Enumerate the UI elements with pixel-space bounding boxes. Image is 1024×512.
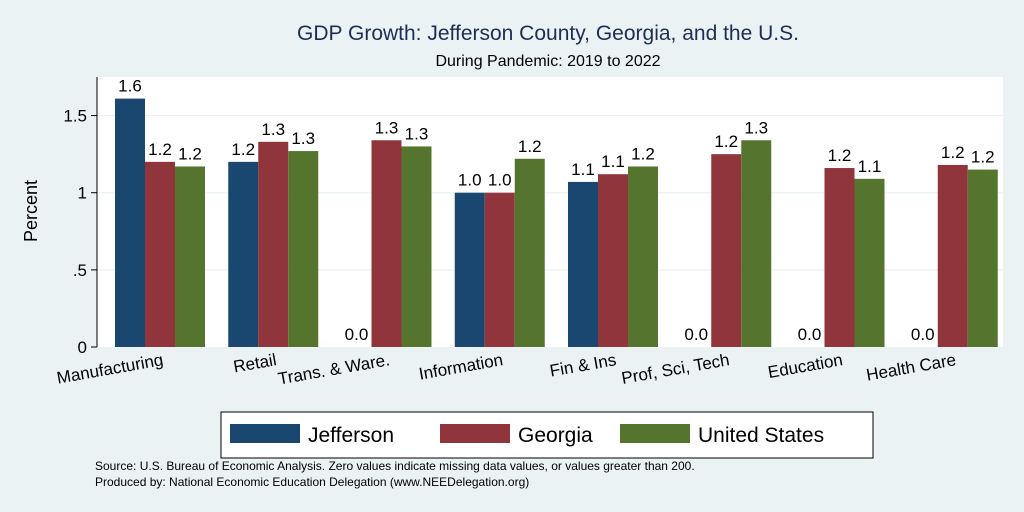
data-label-georgia-information: 1.0	[488, 171, 512, 190]
data-label-jefferson-fin-ins: 1.1	[571, 160, 595, 179]
data-label-georgia-education: 1.2	[828, 146, 852, 165]
y-tick-label: 1.5	[63, 107, 87, 126]
y-tick-label: 0	[78, 338, 87, 357]
bar-united-states-trans-ware	[401, 146, 432, 347]
y-axis-label: Percent	[21, 180, 41, 242]
bars	[115, 98, 998, 347]
source-note: Source: U.S. Bureau of Economic Analysis…	[95, 459, 695, 473]
bar-georgia-information	[484, 192, 515, 347]
data-label-united-states-education: 1.1	[858, 157, 882, 176]
x-tick-label-trans-ware: Trans. & Ware.	[277, 350, 392, 388]
data-label-georgia-fin-ins: 1.1	[601, 152, 625, 171]
x-tick-label-health-care: Health Care	[865, 350, 958, 384]
chart-subtitle: During Pandemic: 2019 to 2022	[435, 53, 660, 70]
data-label-georgia-manufacturing: 1.2	[148, 140, 172, 159]
y-tick-label: .5	[73, 261, 87, 280]
data-labels: 1.6 1.2 1.2 1.2 1.3 1.3 0.0 1.3 1.3 1.0 1.0 1.2 1.1 1…	[118, 77, 994, 344]
bar-united-states-fin-ins	[628, 166, 658, 347]
bar-united-states-prof-sci-tech	[741, 140, 772, 347]
legend-label-jefferson: Jefferson	[308, 424, 394, 447]
x-tick-label-retail: Retail	[232, 350, 278, 376]
data-label-jefferson-trans-ware: 0.0	[345, 325, 369, 344]
legend-label-georgia: Georgia	[518, 424, 593, 447]
legend: Jefferson Georgia United States	[220, 411, 874, 459]
chart-title: GDP Growth: Jefferson County, Georgia, a…	[297, 22, 799, 45]
data-label-georgia-health-care: 1.2	[941, 143, 965, 162]
produced-by-note: Produced by: National Economic Education…	[95, 475, 530, 489]
data-label-jefferson-education: 0.0	[798, 325, 822, 344]
bar-georgia-manufacturing	[145, 161, 175, 347]
bar-georgia-fin-ins	[598, 174, 628, 347]
legend-swatch-georgia	[440, 424, 510, 443]
x-tick-label-education: Education	[766, 350, 844, 382]
data-label-united-states-trans-ware: 1.3	[405, 124, 429, 143]
data-label-united-states-health-care: 1.2	[971, 148, 995, 167]
bar-united-states-health-care	[967, 169, 998, 347]
data-label-united-states-prof-sci-tech: 1.3	[744, 118, 768, 137]
data-label-united-states-fin-ins: 1.2	[631, 144, 655, 163]
data-label-jefferson-retail: 1.2	[231, 140, 255, 159]
data-label-georgia-trans-ware: 1.3	[375, 118, 399, 137]
x-tick-label-information: Information	[417, 350, 504, 383]
bar-united-states-information	[514, 158, 545, 347]
y-axis: 0 .5 1 1.5	[63, 77, 98, 357]
bar-georgia-health-care	[937, 164, 968, 347]
data-label-jefferson-information: 1.0	[458, 171, 482, 190]
bar-united-states-manufacturing	[175, 166, 205, 347]
bar-jefferson-information	[454, 192, 485, 347]
bar-jefferson-retail	[228, 161, 259, 347]
bar-jefferson-manufacturing	[115, 98, 145, 347]
data-label-united-states-retail: 1.3	[291, 129, 315, 148]
bar-united-states-education	[854, 178, 885, 347]
bar-jefferson-fin-ins	[568, 181, 598, 347]
legend-swatch-jefferson	[230, 424, 300, 443]
legend-swatch-united-states	[620, 424, 690, 443]
y-tick-label: 1	[78, 184, 87, 203]
data-label-united-states-manufacturing: 1.2	[178, 144, 202, 163]
data-label-jefferson-prof-sci-tech: 0.0	[684, 325, 708, 344]
x-tick-label-fin-ins: Fin & Ins	[548, 350, 617, 380]
data-label-jefferson-health-care: 0.0	[911, 325, 935, 344]
bar-united-states-retail	[288, 151, 319, 347]
data-label-jefferson-manufacturing: 1.6	[118, 77, 142, 96]
x-tick-label-prof-sci-tech: Prof, Sci, Tech	[620, 350, 731, 388]
data-label-georgia-prof-sci-tech: 1.2	[714, 132, 738, 151]
x-tick-label-manufacturing: Manufacturing	[55, 350, 164, 387]
bar-georgia-trans-ware	[371, 140, 402, 347]
data-label-georgia-retail: 1.3	[261, 120, 285, 139]
bar-georgia-education	[824, 168, 855, 347]
legend-label-united-states: United States	[698, 424, 824, 447]
data-label-united-states-information: 1.2	[518, 137, 542, 156]
bar-georgia-prof-sci-tech	[711, 154, 742, 347]
bar-georgia-retail	[258, 141, 289, 347]
